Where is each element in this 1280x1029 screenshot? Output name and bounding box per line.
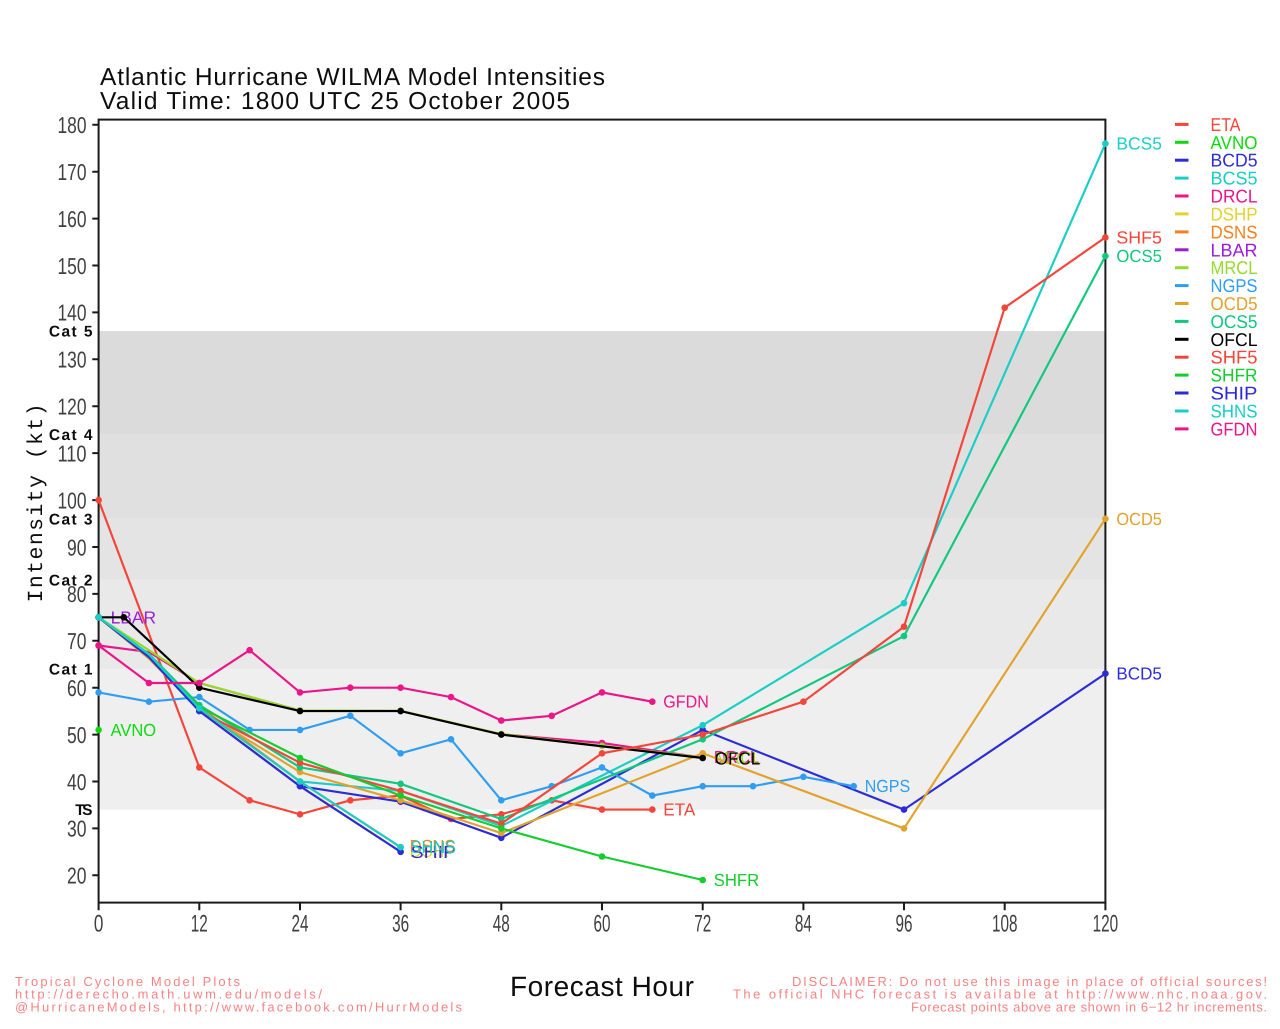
svg-text:170: 170 — [58, 159, 87, 185]
svg-text:OCS5: OCS5 — [1116, 246, 1162, 266]
svg-text:DSNS: DSNS — [1211, 221, 1258, 242]
svg-text:LBAR: LBAR — [1211, 239, 1258, 260]
svg-text:30: 30 — [67, 816, 87, 842]
svg-text:SHIP: SHIP — [411, 842, 457, 862]
svg-text:GFDN: GFDN — [1211, 418, 1258, 439]
svg-text:DSNS: DSNS — [410, 836, 456, 856]
svg-text:Forecast Hour: Forecast Hour — [510, 971, 694, 1002]
svg-text:24: 24 — [292, 910, 309, 937]
svg-text:SHFR: SHFR — [1211, 365, 1258, 386]
svg-text:MRCL: MRCL — [1211, 257, 1258, 278]
svg-text:TS: TS — [75, 802, 92, 819]
svg-text:SHNS: SHNS — [411, 837, 457, 857]
svg-text:DSHP: DSHP — [410, 841, 456, 861]
svg-text:50: 50 — [67, 722, 87, 748]
svg-text:Valid Time: 1800 UTC 25 Octobe: Valid Time: 1800 UTC 25 October 2005 — [100, 88, 570, 115]
svg-text:BCD5: BCD5 — [1211, 150, 1258, 171]
svg-text:ETA: ETA — [663, 800, 695, 820]
svg-text:SHIP: SHIP — [1211, 383, 1258, 404]
svg-text:60: 60 — [67, 675, 87, 701]
svg-text:Forecast points above are show: Forecast points above are shown in 6−12 … — [911, 999, 1267, 1014]
svg-text:SHNS: SHNS — [1211, 401, 1258, 422]
svg-text:OFCL: OFCL — [715, 748, 761, 768]
svg-text:70: 70 — [67, 628, 87, 654]
svg-text:36: 36 — [392, 910, 409, 937]
svg-text:AVNO: AVNO — [111, 720, 157, 740]
svg-text:Cat 2: Cat 2 — [49, 572, 93, 589]
svg-text:BCD5: BCD5 — [1116, 664, 1162, 684]
svg-text:DISCLAIMER: Do not use this im: DISCLAIMER: Do not use this image in pla… — [792, 974, 1267, 989]
svg-text:120: 120 — [1093, 910, 1119, 937]
svg-text:ETA: ETA — [1211, 114, 1242, 135]
svg-text:Intensity (kt): Intensity (kt) — [25, 403, 49, 602]
svg-text:40: 40 — [67, 769, 87, 795]
svg-text:Cat 4: Cat 4 — [49, 427, 93, 444]
svg-text:Cat 5: Cat 5 — [49, 324, 93, 341]
svg-text:OCD5: OCD5 — [1211, 293, 1258, 314]
svg-text:120: 120 — [58, 394, 87, 420]
svg-text:160: 160 — [58, 206, 87, 232]
svg-text:110: 110 — [58, 440, 87, 466]
svg-text:NGPS: NGPS — [865, 776, 911, 796]
svg-text:12: 12 — [191, 910, 208, 937]
svg-text:96: 96 — [896, 910, 913, 937]
svg-text:DSHP: DSHP — [1211, 203, 1258, 224]
svg-text:SHF5: SHF5 — [1211, 347, 1258, 368]
svg-text:Atlantic Hurricane WILMA Model: Atlantic Hurricane WILMA Model Intensiti… — [100, 64, 605, 91]
svg-text:http://derecho.math.uwm.edu/mo: http://derecho.math.uwm.edu/models/ — [15, 987, 322, 1002]
svg-text:20: 20 — [67, 863, 87, 889]
svg-text:@HurricaneModels, http://www.f: @HurricaneModels, http://www.facebook.co… — [15, 999, 463, 1014]
svg-text:48: 48 — [493, 910, 510, 937]
svg-text:OCS5: OCS5 — [1211, 311, 1258, 332]
svg-text:150: 150 — [58, 253, 87, 279]
svg-text:BCS5: BCS5 — [1211, 168, 1258, 189]
svg-text:OFCL: OFCL — [1211, 329, 1258, 350]
svg-text:Cat 3: Cat 3 — [49, 511, 93, 528]
svg-text:SHFR: SHFR — [714, 870, 760, 890]
svg-text:80: 80 — [67, 581, 87, 607]
svg-text:0: 0 — [94, 910, 104, 937]
svg-text:100: 100 — [58, 487, 87, 513]
svg-text:140: 140 — [58, 300, 87, 326]
svg-text:84: 84 — [795, 910, 812, 937]
svg-text:LBAR: LBAR — [111, 607, 157, 627]
svg-text:BCS5: BCS5 — [1116, 134, 1162, 154]
svg-text:AVNO: AVNO — [1211, 132, 1258, 153]
svg-text:OCD5: OCD5 — [1116, 509, 1162, 529]
svg-text:Cat 1: Cat 1 — [49, 662, 93, 679]
svg-text:GFDN: GFDN — [663, 692, 709, 712]
svg-text:72: 72 — [694, 910, 711, 937]
svg-text:130: 130 — [58, 347, 87, 373]
svg-text:90: 90 — [67, 534, 87, 560]
svg-text:108: 108 — [992, 910, 1018, 937]
svg-text:60: 60 — [594, 910, 611, 937]
svg-text:180: 180 — [58, 112, 87, 138]
svg-text:The official NHC forecast is a: The official NHC forecast is available a… — [733, 987, 1267, 1002]
svg-text:DRCL: DRCL — [1211, 186, 1258, 207]
svg-text:NGPS: NGPS — [1211, 275, 1258, 296]
svg-text:SHF5: SHF5 — [1116, 227, 1162, 247]
